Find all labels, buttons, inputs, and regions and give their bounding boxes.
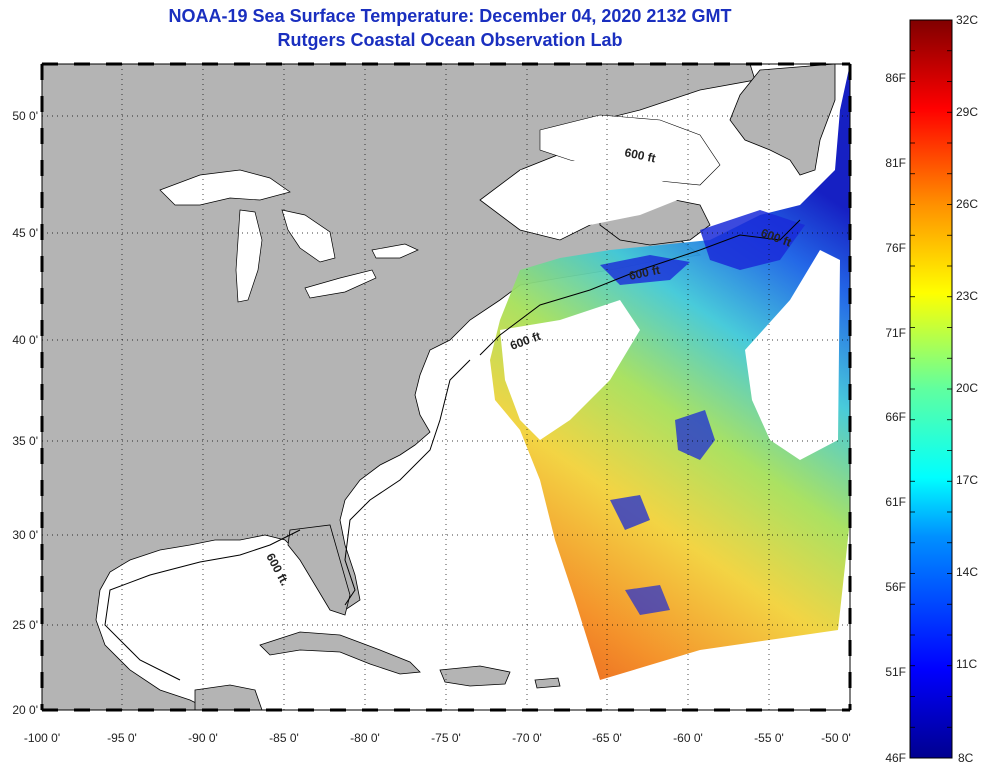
contour-label: 600 ft [623, 145, 657, 165]
lat-tick-label: 50 0' [12, 109, 38, 123]
land-hispaniola [439, 665, 511, 687]
colorbar-fahrenheit-label: 66F [885, 410, 906, 424]
contour-label: 600 ft [628, 263, 662, 283]
depth-contour-600ft [104, 219, 801, 681]
lat-tick-label: 40 0' [12, 333, 38, 347]
colorbar-fahrenheit-label: 61F [885, 495, 906, 509]
lon-tick-label: -75 0' [431, 731, 461, 745]
lon-tick-label: -100 0' [24, 731, 60, 745]
colorbar-celsius-label: 14C [956, 565, 978, 579]
cloud-gap [745, 250, 840, 460]
colorbar-fahrenheit-label: 76F [885, 241, 906, 255]
cold-water-patch [610, 495, 650, 530]
colorbar-celsius-label: 26C [956, 197, 978, 211]
gulf-st-lawrence [539, 114, 721, 186]
lake-huron [281, 209, 336, 263]
lon-tick-label: -60 0' [673, 731, 703, 745]
lon-tick-label: -85 0' [269, 731, 299, 745]
cold-water-patch [675, 410, 715, 460]
chart-subtitle: Rutgers Coastal Ocean Observation Lab [277, 30, 623, 50]
colorbar: 32C 29C 26C 23C 20C 17C 14C 11C 8C 86F 8… [885, 13, 978, 765]
lat-tick-label: 30 0' [12, 528, 38, 542]
lon-axis: -100 0' -95 0' -90 0' -85 0' -80 0' -75 … [24, 731, 851, 745]
land-north-america [42, 64, 756, 710]
lon-tick-label: -95 0' [107, 731, 137, 745]
colorbar-fahrenheit-label: 86F [885, 71, 906, 85]
lon-tick-label: -65 0' [592, 731, 622, 745]
cold-water-patch [625, 585, 670, 615]
lat-tick-label: 45 0' [12, 226, 38, 240]
lat-axis: 50 0' 45 0' 40 0' 35 0' 30 0' 25 0' 20 0… [12, 109, 38, 717]
frame-ticks [40, 62, 852, 712]
lon-tick-label: -70 0' [512, 731, 542, 745]
land-newfoundland [729, 64, 836, 176]
lat-tick-label: 20 0' [12, 703, 38, 717]
colorbar-fahrenheit-label: 46F [885, 751, 906, 765]
colorbar-fahrenheit-label: 81F [885, 156, 906, 170]
cold-water-patch [700, 210, 805, 270]
land-puerto-rico [534, 677, 561, 689]
lon-tick-label: -90 0' [188, 731, 218, 745]
land-cuba [259, 631, 421, 675]
lat-tick-label: 35 0' [12, 434, 38, 448]
colorbar-celsius-label: 8C [958, 751, 974, 765]
colorbar-celsius-label: 11C [956, 657, 977, 671]
colorbar-celsius-label: 17C [956, 473, 978, 487]
chart-title: NOAA-19 Sea Surface Temperature: Decembe… [168, 6, 732, 26]
colorbar-celsius-label: 32C [956, 13, 978, 27]
colorbar-gradient [909, 19, 953, 759]
colorbar-celsius-label: 29C [956, 105, 978, 119]
colorbar-fahrenheit-label: 56F [885, 580, 906, 594]
lon-tick-label: -55 0' [754, 731, 784, 745]
colorbar-ticks [910, 19, 952, 759]
land-yucatan [194, 684, 263, 710]
lake-superior [159, 169, 291, 206]
lon-tick-label: -80 0' [350, 731, 380, 745]
lat-tick-label: 25 0' [12, 618, 38, 632]
land-florida [287, 524, 351, 616]
colorbar-celsius-label: 23C [956, 289, 978, 303]
colorbar-celsius-label: 20C [956, 381, 978, 395]
cloud-gap [520, 160, 690, 225]
lake-erie [304, 269, 377, 299]
colorbar-fahrenheit-label: 51F [885, 665, 906, 679]
cloud-gap [500, 300, 640, 440]
lake-ontario [371, 243, 419, 259]
colorbar-fahrenheit-label: 71F [885, 326, 906, 340]
lon-tick-label: -50 0' [821, 731, 851, 745]
